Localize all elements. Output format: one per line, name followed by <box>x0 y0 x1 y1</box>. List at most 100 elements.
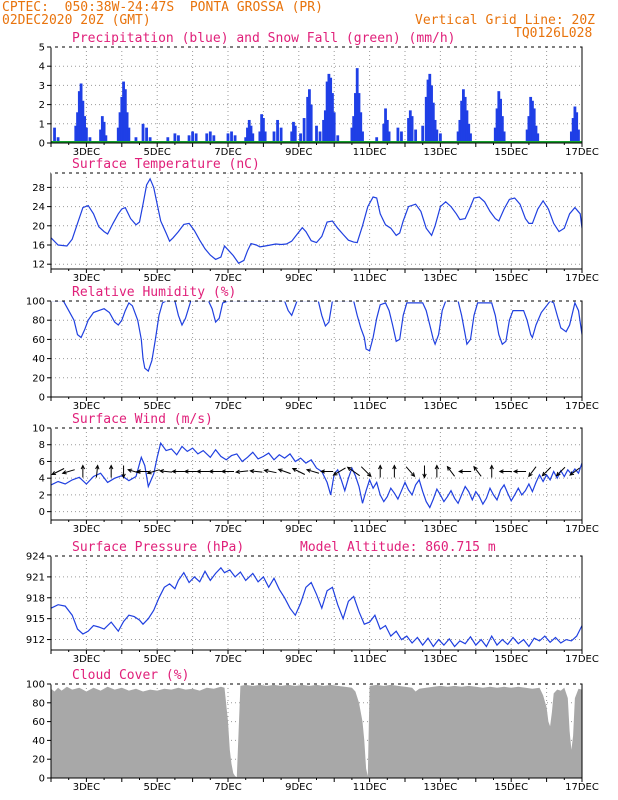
y-tick-label: 0 <box>39 139 45 150</box>
wind-arrow <box>332 467 346 476</box>
precip-bar <box>499 98 502 143</box>
precip-bar <box>187 135 191 143</box>
precip-bar <box>258 131 262 143</box>
wind-arrow <box>263 468 277 474</box>
x-tick-label: 17DEC <box>565 654 599 665</box>
x-tick-label: 13DEC <box>424 782 458 793</box>
precip-bar <box>352 116 356 143</box>
series-line <box>51 441 582 509</box>
precip-bar <box>226 133 230 143</box>
precip-bar <box>500 116 504 143</box>
precip-bar <box>208 131 212 143</box>
x-tick-label: 7DEC <box>214 147 241 158</box>
y-tick-label: 28 <box>32 183 45 194</box>
wind-arrow <box>446 465 456 477</box>
precip-bar <box>532 108 536 143</box>
x-tick-label: 3DEC <box>73 654 100 665</box>
wind-arrow <box>555 466 566 477</box>
precip-bar <box>529 96 533 143</box>
precip-bar <box>76 112 79 143</box>
panel-rh: Relative Humidity (%) 3DEC 5DEC 7DEC 9DEC 11D… <box>26 285 599 412</box>
x-tick-label: 5DEC <box>144 782 171 793</box>
precip-bar <box>246 127 249 143</box>
precip-bar <box>495 108 499 143</box>
precip-bar <box>306 96 310 143</box>
precip-bar <box>79 83 83 143</box>
panel-title: Cloud Cover (%) <box>72 668 189 683</box>
precip-bar <box>456 131 460 143</box>
precip-bar <box>493 127 497 143</box>
panel-frame <box>50 300 583 398</box>
precip-bar <box>251 133 255 143</box>
x-tick-label: 3DEC <box>73 401 100 412</box>
wind-arrow <box>196 469 210 474</box>
wind-arrow <box>121 465 126 479</box>
x-tick-label: 13DEC <box>424 273 458 284</box>
y-tick-label: 8 <box>39 440 45 451</box>
precip-bar <box>462 89 465 143</box>
precip-bar <box>396 127 400 143</box>
precip-bar <box>385 119 389 143</box>
y-tick-label: 20 <box>32 373 45 384</box>
wind-arrow <box>291 467 306 475</box>
precip-bar <box>431 102 435 143</box>
precip-bar <box>318 131 322 143</box>
precip-bar <box>467 123 471 143</box>
x-tick-label: 13DEC <box>424 147 458 158</box>
wind-arrow <box>569 467 581 476</box>
y-tick-label: 24 <box>32 202 45 213</box>
precip-bar <box>357 93 361 143</box>
wind-arrow <box>378 464 383 478</box>
x-tick-label: 17DEC <box>565 147 599 158</box>
precip-bar <box>428 73 432 143</box>
y-tick-label: 100 <box>26 680 45 691</box>
y-tick-label: 80 <box>32 316 45 327</box>
x-tick-label: 3DEC <box>73 147 100 158</box>
wind-arrow <box>422 465 427 479</box>
precip-bar <box>502 131 506 143</box>
precip-bar <box>414 129 418 143</box>
plot-area <box>51 566 582 648</box>
wind-arrow <box>277 468 291 475</box>
y-tick-label: 0 <box>39 393 45 404</box>
y-tick-label: 1 <box>39 119 45 130</box>
precip-bar <box>205 133 209 143</box>
precip-bar <box>100 116 104 143</box>
panel-frame <box>50 172 583 270</box>
panel-title: Precipitation (blue) and Snow Fall (gree… <box>72 31 456 46</box>
precip-bar <box>56 137 60 143</box>
precip-bar <box>387 131 391 143</box>
precip-bar <box>527 116 531 143</box>
wind-arrow <box>183 469 197 474</box>
precip-bar <box>308 89 311 143</box>
panel-wind: Surface Wind (m/s) 3DEC 5DEC 7DEC 9DEC 11DEC 1… <box>32 412 599 535</box>
panel-frame <box>50 46 583 144</box>
precip-bar <box>127 127 131 143</box>
x-tick-label: 5DEC <box>144 524 171 535</box>
precip-bar <box>465 110 469 143</box>
x-tick-label: 17DEC <box>565 273 599 284</box>
x-tick-label: 7DEC <box>214 273 241 284</box>
precip-bar <box>166 137 170 143</box>
header-station: CPTEC: 050:38W-24:47S PONTA GROSSA (PR) <box>2 0 323 15</box>
precip-bar <box>361 131 364 143</box>
panel-title: Surface Temperature (nC) <box>72 157 260 172</box>
x-tick-label: 15DEC <box>494 524 528 535</box>
precip-bar <box>325 81 329 143</box>
precip-bar <box>573 106 577 143</box>
x-tick-label: 11DEC <box>353 524 387 535</box>
panel-title: Surface Pressure (hPa) <box>72 540 244 555</box>
precip-bar <box>435 129 439 143</box>
precip-bar <box>263 131 267 143</box>
y-tick-label: 100 <box>26 297 45 308</box>
panel-annotation: Model Altitude: 860.715 m <box>300 540 496 555</box>
wind-arrow <box>346 466 360 477</box>
y-tick-label: 3 <box>39 81 45 92</box>
panel-frame <box>50 555 583 651</box>
panel-title: Surface Wind (m/s) <box>72 412 213 427</box>
x-tick-label: 3DEC <box>73 782 100 793</box>
plot-area <box>51 177 582 264</box>
precip-bar <box>247 119 251 143</box>
wind-arrow <box>319 469 334 474</box>
x-tick-label: 3DEC <box>73 273 100 284</box>
